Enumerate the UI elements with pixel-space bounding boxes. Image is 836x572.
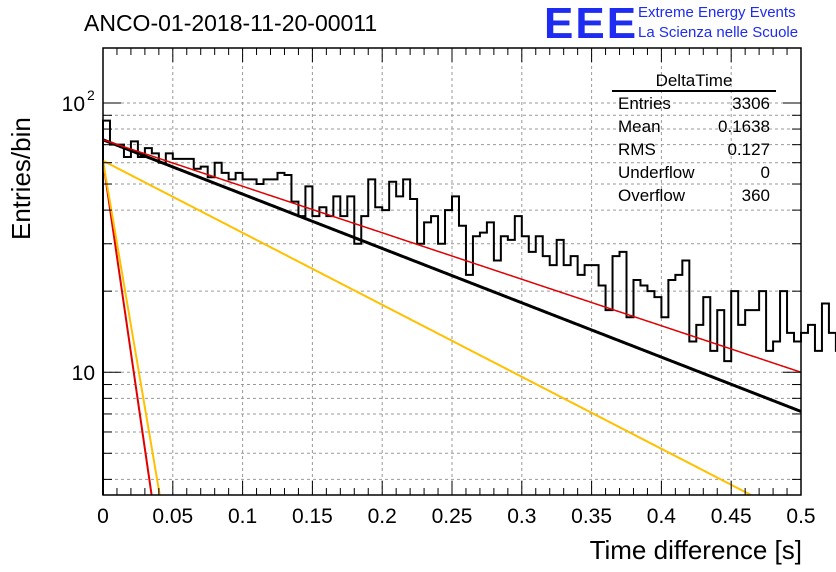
stat-name-underflow: Underflow: [618, 163, 695, 182]
stat-name-rms: RMS: [618, 140, 656, 159]
x-axis-title: Time difference [s]: [589, 535, 802, 565]
run-title: ANCO-01-2018-11-20-00011: [84, 10, 378, 36]
x-tick-label: 0.15: [292, 505, 333, 528]
fit-curve-3: [103, 159, 754, 495]
y-tick-label: 10: [62, 93, 85, 116]
x-tick-label: 0.5: [786, 505, 815, 528]
y-axis-title: Entries/bin: [6, 117, 36, 240]
fit-curve-4: [103, 160, 161, 495]
fit-curve-0: [103, 138, 801, 413]
stat-value-underflow: 0: [760, 163, 770, 182]
y-tick-exponent: 2: [87, 87, 95, 103]
eee-logo: EEE: [544, 0, 639, 48]
x-tick-label: 0.1: [228, 505, 257, 528]
stat-name-overflow: Overflow: [618, 186, 686, 205]
stat-value-mean: 0.1638: [718, 117, 770, 136]
x-tick-label: 0: [97, 505, 109, 528]
stat-value-entries: 3306: [732, 94, 770, 113]
stats-title-rule: [612, 90, 776, 92]
fit-curve-1: [103, 139, 801, 373]
stat-value-rms: 0.127: [727, 140, 770, 159]
x-tick-label: 0.35: [571, 505, 612, 528]
logo-line-1: Extreme Energy Events: [638, 4, 796, 21]
x-tick-label: 0.25: [432, 505, 473, 528]
stat-name-entries: Entries: [618, 94, 671, 113]
stat-name-mean: Mean: [618, 117, 661, 136]
x-tick-label: 0.3: [507, 505, 536, 528]
x-tick-label: 0.2: [368, 505, 397, 528]
y-tick-label: 10: [72, 362, 95, 385]
x-tick-label: 0.4: [647, 505, 677, 528]
stats-title: DeltaTime: [655, 71, 733, 90]
logo-line-2: La Scienza nelle Scuole: [638, 24, 799, 41]
x-tick-label: 0.45: [711, 505, 752, 528]
stat-value-overflow: 360: [741, 186, 770, 205]
histogram-outline: [102, 119, 836, 495]
fit-curve-2: [103, 160, 153, 495]
x-tick-label: 0.05: [152, 505, 193, 528]
